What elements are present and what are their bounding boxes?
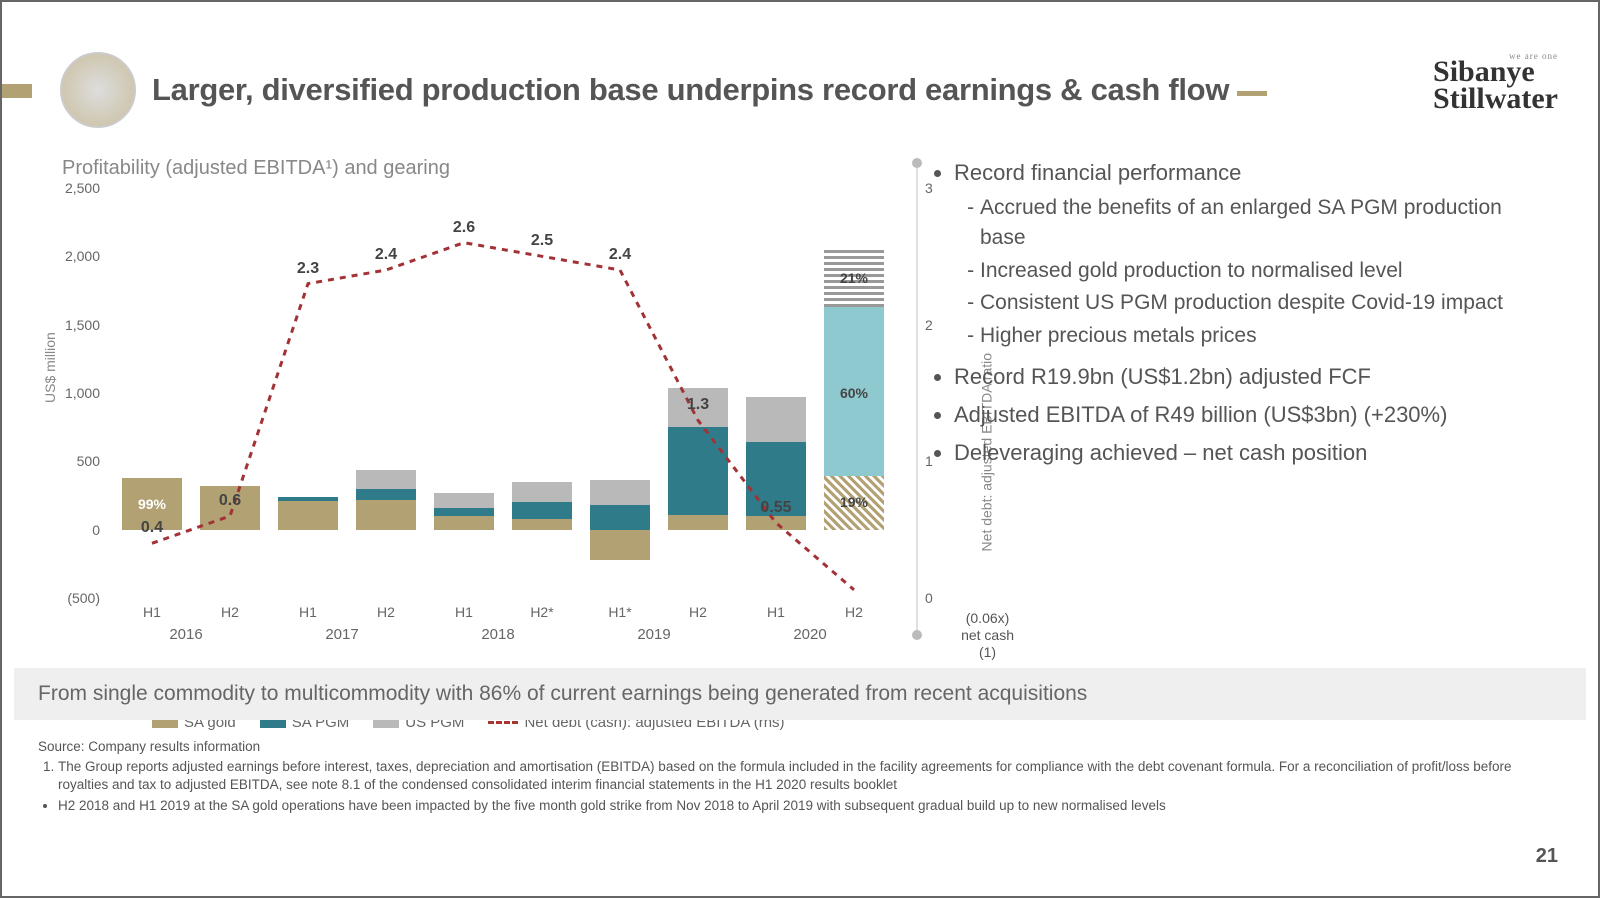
legend-dash-icon bbox=[488, 721, 518, 724]
bar-H2: H2 bbox=[668, 188, 728, 598]
net-cash-note: (0.06x)net cash(1) bbox=[961, 610, 1014, 660]
bar-H1: H12020 bbox=[746, 188, 806, 598]
bar-H1: H12018 bbox=[434, 188, 494, 598]
y-left-label: US$ million bbox=[42, 332, 58, 403]
logo-icon bbox=[60, 52, 136, 128]
bullet-list: Record financial performanceAccrued the … bbox=[932, 157, 1552, 475]
source-line: Source: Company results information bbox=[38, 738, 1558, 756]
bullet-item: Adjusted EBITDA of R49 billion (US$3bn) … bbox=[954, 399, 1552, 431]
brand-logo: we are one Sibanye Stillwater bbox=[1433, 52, 1558, 112]
bullet-item: Deleveraging achieved – net cash positio… bbox=[954, 437, 1552, 469]
bullet-item: Record R19.9bn (US$1.2bn) adjusted FCF bbox=[954, 361, 1552, 393]
slide: Larger, diversified production base unde… bbox=[0, 0, 1600, 898]
bars-area: H1201699%H2H12017H2H12018H2*H1*2019H2H12… bbox=[102, 188, 922, 598]
accent-tab bbox=[2, 84, 32, 98]
bullet-item: Record financial performanceAccrued the … bbox=[954, 157, 1552, 351]
summary-bar: From single commodity to multicommodity … bbox=[14, 668, 1586, 720]
slide-title: Larger, diversified production base unde… bbox=[152, 72, 1267, 108]
y-axis-left: (500)05001,0001,5002,0002,500 bbox=[60, 188, 100, 598]
page-number: 21 bbox=[1536, 845, 1558, 868]
divider-dot-icon bbox=[912, 158, 922, 168]
footnotes: Source: Company results information The … bbox=[38, 738, 1558, 815]
bar-H2: H219%60%21% bbox=[824, 188, 884, 598]
divider-dot-icon bbox=[912, 630, 922, 640]
footnote-1: The Group reports adjusted earnings befo… bbox=[58, 758, 1558, 794]
bar-H1: H12017 bbox=[278, 188, 338, 598]
chart-title: Profitability (adjusted EBITDA¹) and gea… bbox=[62, 157, 922, 180]
chart-region: Profitability (adjusted EBITDA¹) and gea… bbox=[62, 157, 922, 657]
bar-H2: H2 bbox=[200, 188, 260, 598]
footnote-2: H2 2018 and H1 2019 at the SA gold opera… bbox=[58, 797, 1558, 815]
chart-canvas: US$ million Net debt: adjusted EBITDA ra… bbox=[102, 188, 922, 598]
vertical-divider bbox=[916, 164, 918, 634]
